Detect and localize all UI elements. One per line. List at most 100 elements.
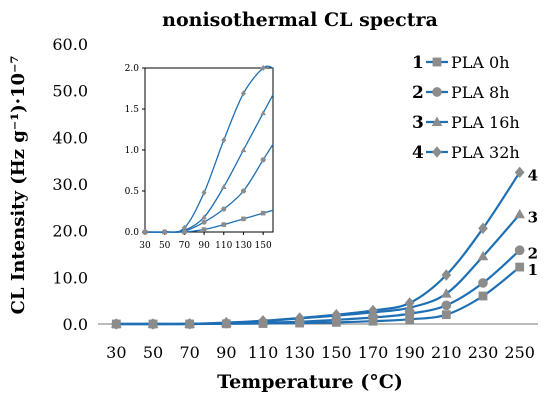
x-tick-label: 150 [321, 343, 352, 362]
inset-data-point [181, 224, 187, 231]
legend-number: 2 [412, 83, 424, 103]
series-diamond [111, 166, 525, 330]
data-point [514, 208, 525, 219]
legend-number: 3 [412, 113, 424, 133]
x-axis-label: Temperature (°C) [217, 371, 403, 393]
inset-x-tick-label: 130 [235, 241, 252, 251]
legend-item: 4 PLA 32h [412, 143, 520, 163]
inset-data-point [240, 147, 247, 153]
data-point [148, 318, 158, 330]
data-point [514, 245, 525, 256]
inset-frame [144, 67, 274, 233]
inset-data-point [221, 222, 227, 227]
x-tick-label: 90 [216, 343, 236, 362]
x-tick-label: 50 [143, 343, 163, 362]
data-point [441, 310, 451, 320]
inset-data-point [142, 229, 148, 235]
legend-label: PLA 32h [451, 143, 520, 162]
inset-y-tick-label: 1.0 [125, 146, 140, 156]
data-point [441, 269, 452, 281]
legend-marker [432, 57, 442, 67]
legend: 1 PLA 0h 2 PLA 8h 3 PLA 16h 4 PLA 32h [412, 53, 520, 163]
data-point [258, 315, 268, 327]
inset-data-point [201, 189, 207, 196]
legend-number: 4 [412, 143, 424, 163]
legend-label: PLA 16h [451, 113, 520, 132]
inset-data-point [201, 227, 207, 232]
inset-data-point [221, 184, 227, 189]
inset-x-tick-label: 90 [198, 241, 210, 251]
inset-x-tick-label: 110 [215, 241, 232, 251]
data-point [441, 288, 452, 298]
data-point [478, 278, 488, 288]
inset-series-diamond [142, 65, 274, 235]
legend-item: 1 PLA 0h [412, 53, 510, 73]
x-tick-label: 110 [248, 343, 279, 362]
x-tick-label: 170 [358, 343, 389, 362]
data-point [368, 304, 378, 317]
data-point [477, 250, 489, 261]
inset-data-point [240, 188, 246, 194]
data-point [111, 318, 122, 330]
inset-data-point [221, 137, 227, 144]
x-tick-label: 190 [394, 343, 425, 362]
y-tick-label: 50.0 [52, 82, 88, 101]
y-tick-label: 30.0 [52, 175, 88, 194]
legend-label: PLA 0h [451, 53, 510, 72]
chart-title: nonisothermal CL spectra [162, 9, 438, 31]
inset-data-point [201, 219, 207, 225]
inset-data-point [260, 65, 266, 71]
inset-x-tick-label: 30 [139, 241, 151, 251]
inset-y-tick-label: 0.5 [125, 187, 140, 197]
data-point [294, 312, 305, 324]
legend-item: 3 PLA 16h [412, 113, 520, 133]
data-point [184, 318, 195, 330]
data-point [514, 166, 525, 179]
data-point [478, 222, 488, 235]
inset-y-tick-label: 2.0 [125, 64, 140, 74]
x-tick-label: 230 [468, 343, 499, 362]
x-tick-label: 30 [106, 343, 126, 362]
inset-data-point [260, 210, 266, 216]
y-axis-label: CL Intensity (Hz g⁻¹)·10⁻⁷ [8, 56, 29, 315]
legend-label: PLA 8h [451, 83, 510, 102]
x-tick-label: 70 [179, 343, 199, 362]
series-end-label: 3 [528, 208, 538, 226]
legend-marker [432, 87, 442, 97]
data-point [405, 314, 415, 324]
x-tick-label: 130 [284, 343, 315, 362]
inset-data-point [241, 216, 246, 222]
series-end-label: 2 [528, 244, 538, 262]
y-tick-label: 0.0 [63, 315, 88, 334]
legend-number: 1 [412, 53, 424, 73]
x-tick-label: 250 [504, 343, 535, 362]
series-end-label: 4 [528, 166, 538, 184]
y-tick-label: 20.0 [52, 222, 88, 241]
data-point [441, 300, 452, 311]
data-point [404, 297, 415, 309]
y-tick-label: 10.0 [52, 268, 88, 287]
data-point [331, 308, 342, 321]
series-end-label: 1 [528, 261, 538, 279]
y-tick-label: 40.0 [52, 128, 88, 147]
inset-data-point [221, 206, 227, 212]
series-square [111, 262, 525, 329]
inset-x-tick-label: 150 [255, 241, 272, 251]
inset-data-point [260, 157, 266, 163]
data-point [515, 262, 525, 272]
legend-marker [432, 146, 442, 158]
x-tick-label: 210 [431, 343, 462, 362]
inset-y-tick-label: 0.0 [125, 228, 140, 238]
inset-y-tick-label: 1.5 [125, 105, 140, 115]
legend-marker [431, 116, 443, 126]
inset-x-tick-label: 50 [159, 241, 171, 251]
inset-data-point [240, 90, 246, 97]
legend-item: 2 PLA 8h [412, 83, 510, 103]
data-point [221, 316, 232, 329]
data-point [478, 291, 488, 301]
inset-data-point [201, 214, 207, 220]
inset-data-point [260, 110, 266, 116]
y-tick-label: 60.0 [52, 35, 88, 54]
inset-data-point [162, 229, 168, 235]
